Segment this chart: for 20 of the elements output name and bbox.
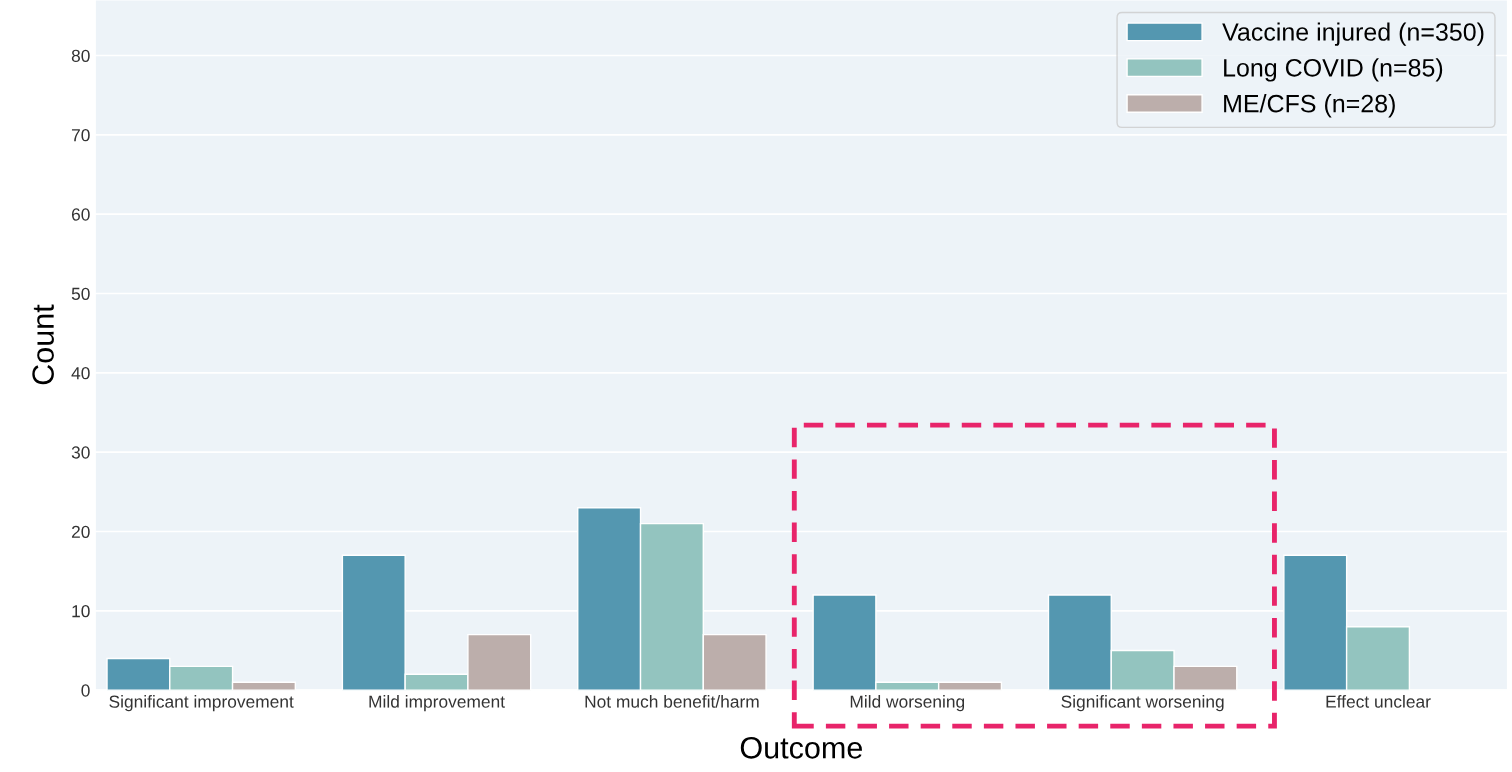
x-tick-label: Significant worsening <box>1061 695 1224 712</box>
y-tick-label: 50 <box>71 287 90 300</box>
legend-label: Vaccine injured (n=350) <box>1222 22 1484 46</box>
x-axis-title: Outcome <box>740 737 862 759</box>
x-tick-label: Mild worsening <box>850 695 965 712</box>
y-tick-label: 70 <box>71 129 90 142</box>
y-tick-label: 40 <box>71 367 90 380</box>
y-axis-title: Count <box>32 304 54 385</box>
x-tick-label: Effect unclear <box>1326 695 1431 708</box>
legend-label: ME/CFS (n=28) <box>1224 94 1395 118</box>
y-tick-label: 30 <box>71 446 90 459</box>
x-tick-label: Not much benefit/harm <box>585 695 759 708</box>
x-tick-label: Significant improvement <box>109 695 294 712</box>
x-tick-label: Mild improvement <box>369 695 505 712</box>
legend-label: Long COVID (n=85) <box>1224 58 1443 82</box>
y-tick-label: 20 <box>71 525 90 538</box>
y-tick-label: 0 <box>81 684 90 697</box>
y-tick-label: 60 <box>71 208 90 221</box>
y-tick-label: 10 <box>72 605 90 618</box>
y-tick-label: 80 <box>71 49 90 62</box>
